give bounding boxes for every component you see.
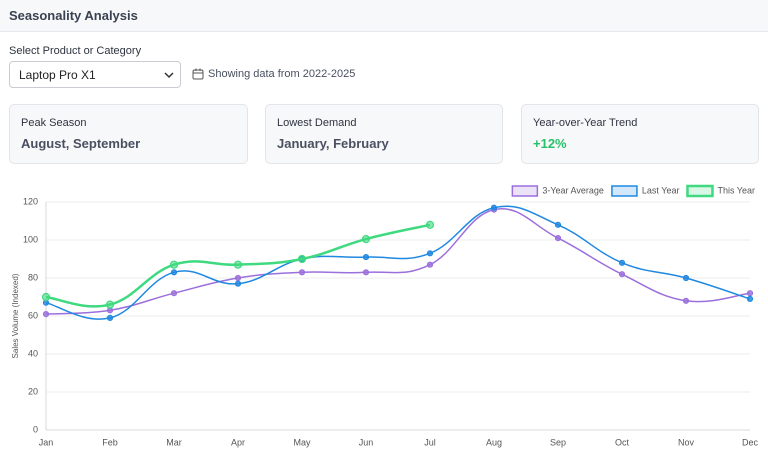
card: Peak Season August, September	[9, 104, 248, 164]
data-point	[105, 300, 115, 309]
x-tick-label: Feb	[102, 437, 118, 447]
data-point	[490, 204, 498, 211]
x-tick-label: Dec	[742, 437, 759, 447]
x-tick-label: Aug	[486, 437, 502, 447]
data-point	[106, 314, 114, 321]
x-tick-label: Jul	[424, 437, 436, 447]
data-point	[170, 269, 178, 276]
x-tick-label: Mar	[166, 437, 182, 447]
data-point	[746, 295, 754, 303]
data-point	[554, 234, 562, 242]
chart: Sales Volume (Indexed) 0 20 40 60 80 100 120 Ja…	[11, 184, 759, 447]
data-point	[618, 271, 626, 278]
y-tick-label: 100	[23, 234, 38, 244]
y-tick-label: 40	[28, 348, 38, 358]
card-value: +12%	[533, 136, 567, 151]
series-line	[45, 205, 751, 320]
selected-product: Laptop Pro X1	[19, 68, 96, 82]
data-point	[362, 269, 370, 276]
card: Lowest Demand January, February	[265, 104, 503, 164]
data-point	[169, 260, 179, 269]
legend-swatch	[686, 184, 714, 198]
card-value: August, September	[21, 136, 141, 151]
data-point	[234, 274, 242, 282]
card-value: January, February	[277, 136, 389, 151]
data-point	[682, 274, 690, 282]
x-tick-label: Oct	[615, 437, 630, 447]
chevron	[164, 72, 174, 79]
card: Year-over-Year Trend +12%	[521, 104, 759, 164]
legend-swatch	[611, 185, 638, 197]
x-tick-label: Apr	[231, 437, 245, 447]
series-line	[45, 208, 751, 315]
data-point	[298, 269, 306, 276]
legend-swatch	[511, 185, 539, 197]
data-point	[554, 221, 562, 228]
data-point	[426, 261, 434, 268]
x-tick-label: Jun	[359, 437, 374, 447]
date-range: Showing data from 2022-2025	[208, 68, 356, 80]
y-tick-label: 20	[28, 386, 38, 396]
data-point	[426, 250, 434, 257]
data-point	[682, 297, 690, 304]
data-point	[41, 292, 51, 302]
data-point	[746, 290, 754, 297]
x-tick-label: May	[293, 437, 311, 447]
data-point	[233, 260, 243, 269]
data-point	[297, 254, 307, 264]
calendar-icon	[192, 68, 204, 80]
card-label: Peak Season	[21, 117, 87, 129]
card-label: Lowest Demand	[277, 117, 357, 129]
data-point	[42, 311, 50, 318]
y-tick-label: 0	[33, 424, 38, 434]
header: Seasonality Analysis	[0, 0, 768, 32]
product-select[interactable]: Laptop Pro X1	[9, 61, 181, 88]
y-tick-label: 60	[28, 310, 38, 320]
header-title: Seasonality Analysis	[9, 8, 138, 23]
data-point	[170, 290, 178, 297]
data-point	[362, 253, 370, 261]
y-tick-label: 80	[28, 272, 38, 282]
legend-label: 3-Year Average	[542, 185, 604, 195]
y-tick-label: 120	[23, 196, 38, 206]
legend-label: Last Year	[642, 185, 680, 195]
data-point	[618, 259, 626, 266]
x-tick-label: Nov	[678, 437, 695, 447]
data-point	[425, 220, 435, 229]
y-axis-label: Sales Volume (Indexed)	[11, 273, 20, 358]
filter-label: Select Product or Category	[9, 45, 142, 57]
data-point	[234, 280, 242, 287]
x-tick-label: Jan	[39, 437, 54, 447]
card-label: Year-over-Year Trend	[533, 117, 638, 129]
legend-label: This Year	[717, 185, 755, 195]
x-tick-label: Sep	[550, 437, 566, 447]
data-point	[361, 234, 371, 244]
